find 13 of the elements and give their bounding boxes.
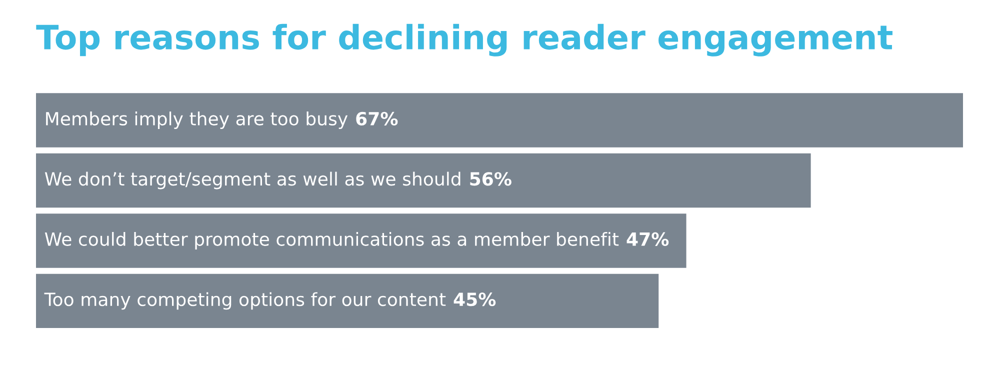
y-tick-label: We could better promote communications as a member benefit bbox=[44, 232, 619, 250]
bar bbox=[36, 214, 686, 268]
data-label: 67% bbox=[356, 112, 398, 126]
y-tick-label: We don’t target/segment as well as we should bbox=[44, 172, 460, 190]
bar bbox=[36, 153, 811, 208]
chart-title: Top reasons for declining reader engagement bbox=[36, 24, 892, 56]
y-tick-label: Members imply they are too busy bbox=[46, 112, 348, 130]
data-label: 45% bbox=[454, 292, 496, 306]
data-label: 47% bbox=[626, 232, 669, 246]
bar bbox=[36, 274, 659, 328]
data-label: 56% bbox=[470, 172, 512, 186]
y-tick-label: Too many competing options for our content bbox=[44, 292, 446, 310]
bar bbox=[36, 93, 963, 148]
